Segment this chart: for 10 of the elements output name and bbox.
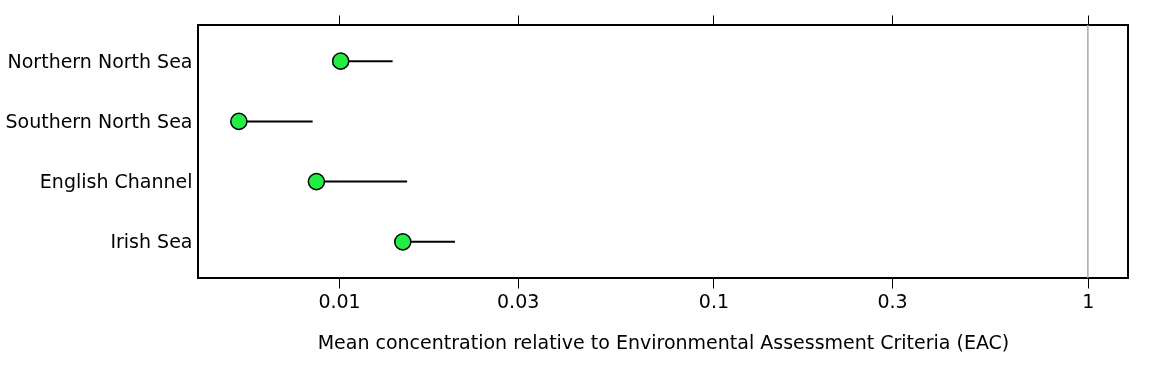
y-tick-label: English Channel: [39, 170, 193, 193]
y-tick-label: Irish Sea: [110, 230, 193, 253]
x-tick-label: 0.3: [877, 289, 908, 312]
x-tick-label: 0.03: [497, 289, 540, 312]
x-tick-label: 0.01: [318, 289, 361, 312]
x-tick-label: 0.1: [698, 289, 730, 312]
x-axis-title: Mean concentration relative to Environmental Assessment Criteria (EAC): [317, 330, 1010, 353]
y-tick-label: Southern North Sea: [5, 109, 193, 132]
x-tick-label: 1: [1082, 289, 1095, 312]
y-tick-label: Northern North Sea: [7, 49, 193, 72]
